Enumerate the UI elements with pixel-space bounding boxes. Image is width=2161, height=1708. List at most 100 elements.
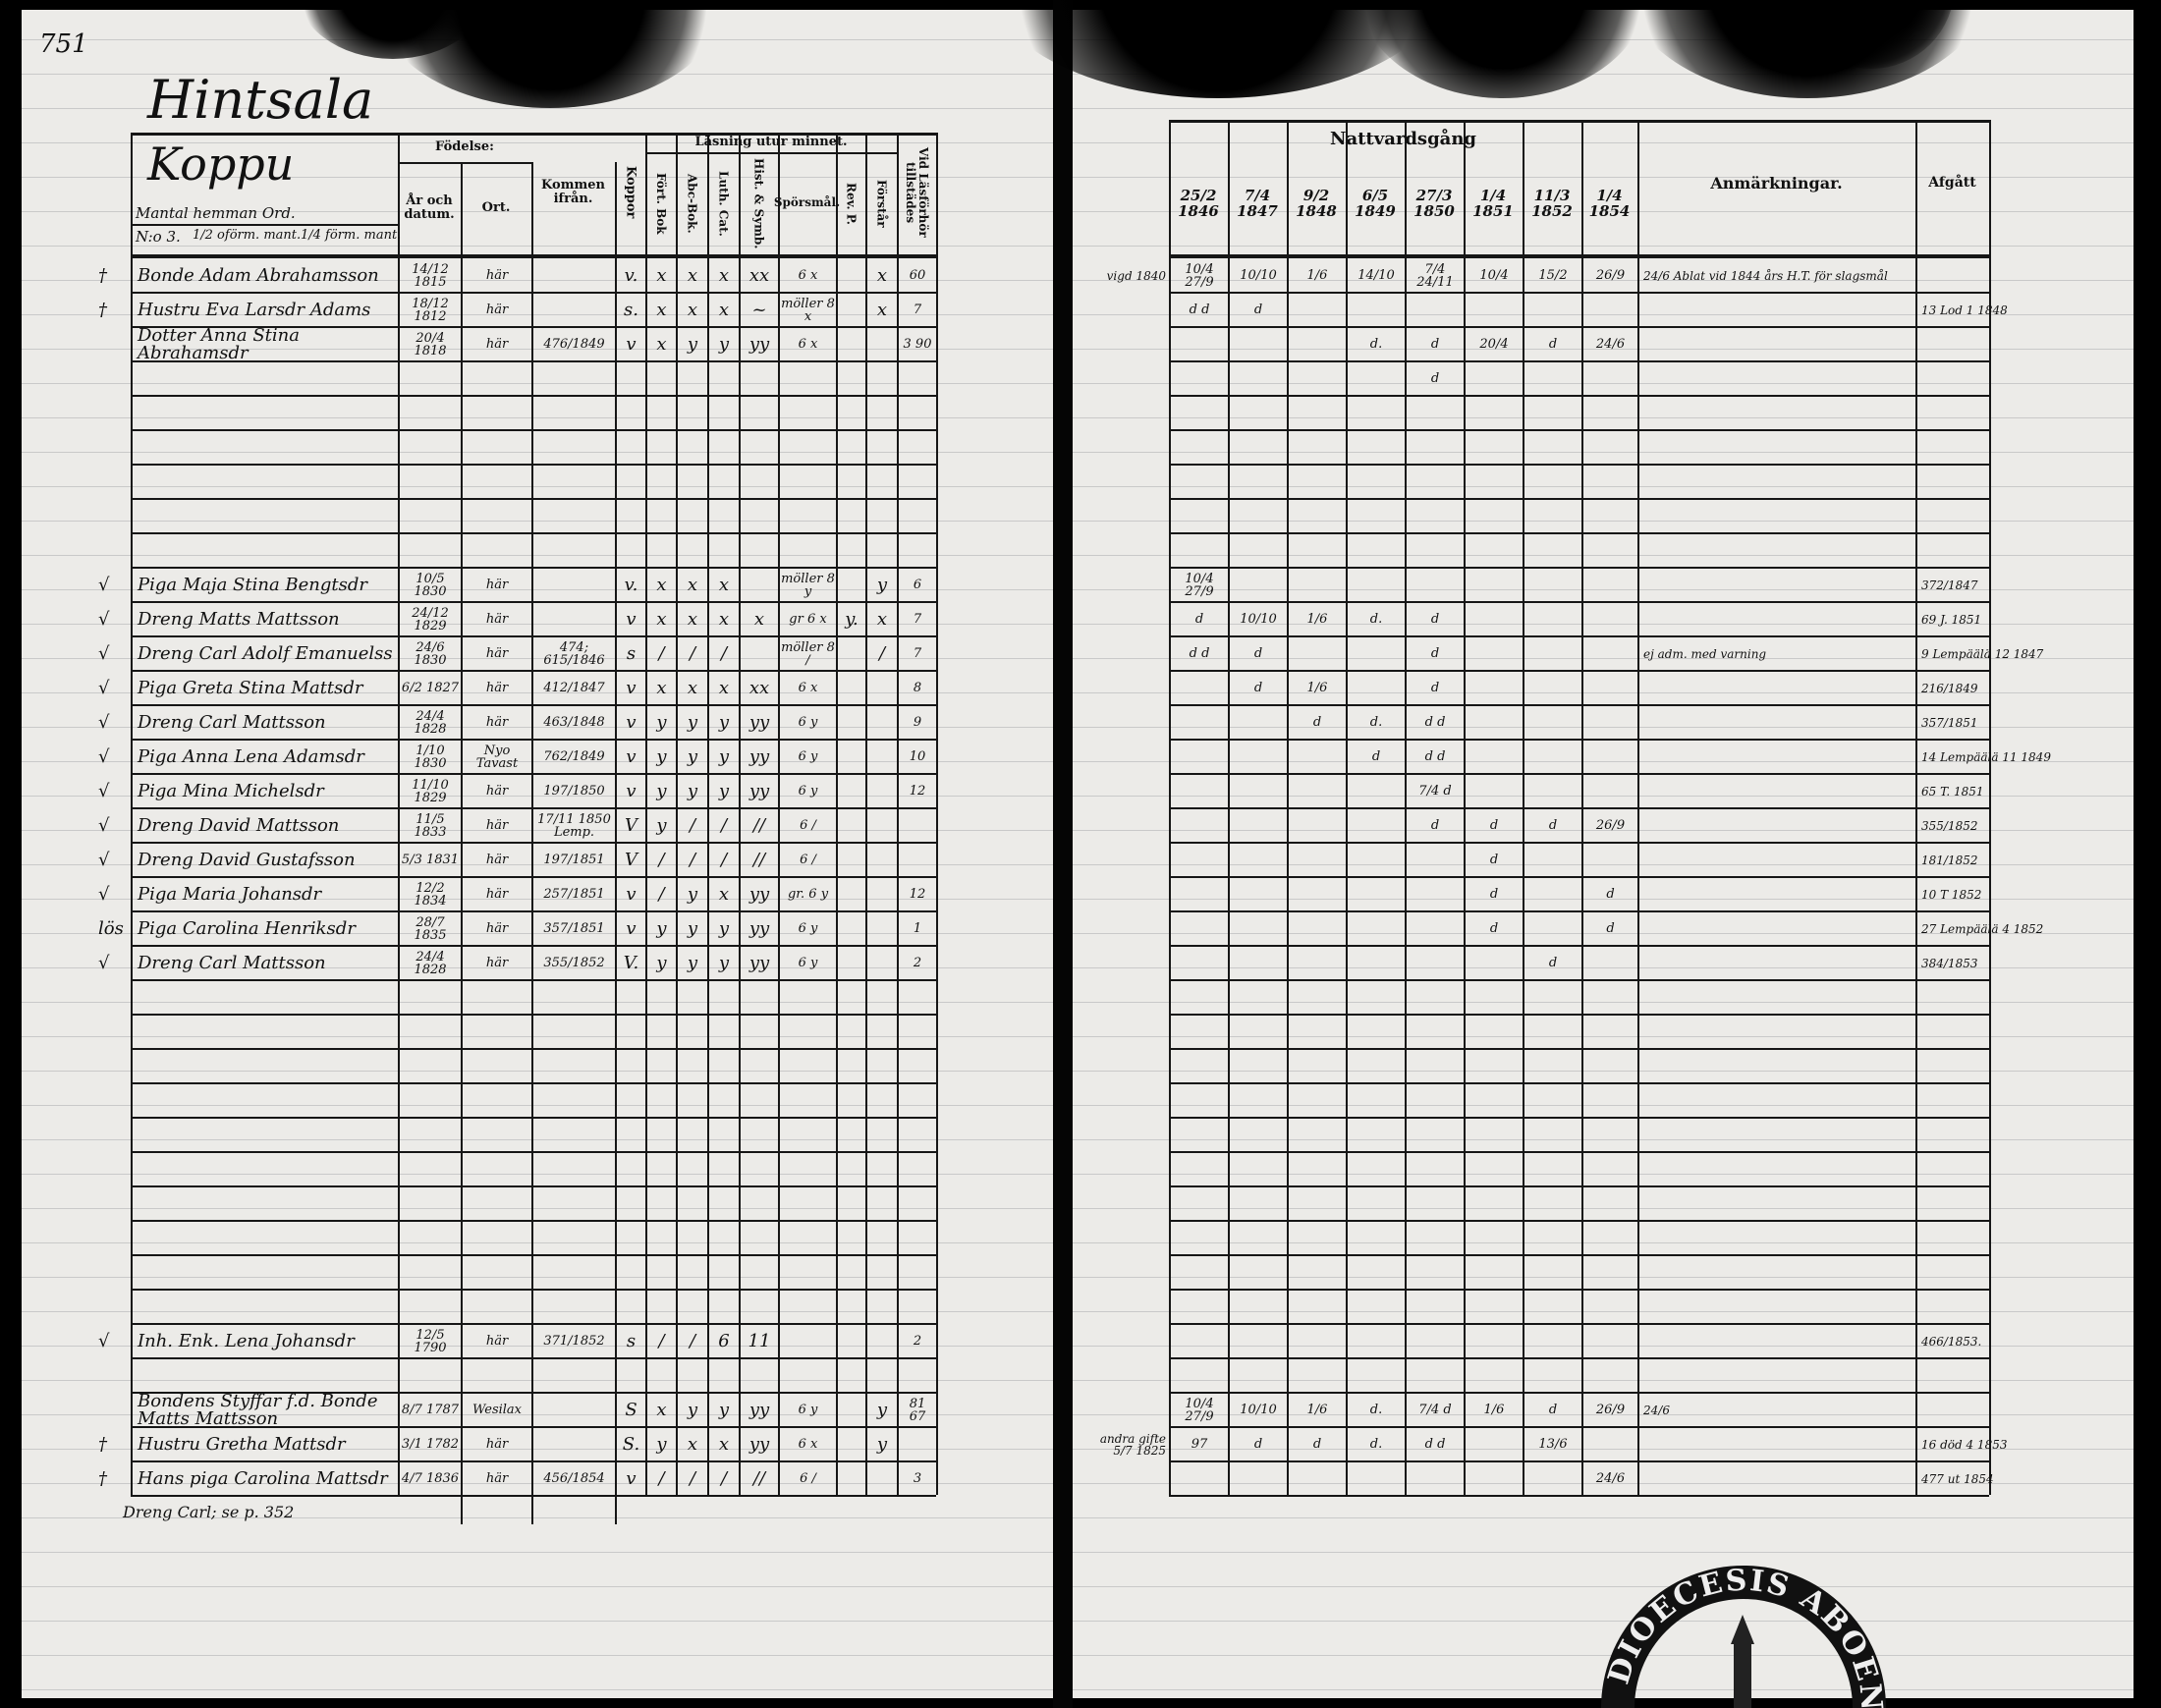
cell-und [867,706,897,739]
cell-pres [899,809,936,842]
cell-rev [838,1462,865,1495]
cell-read-3: yy [748,333,770,355]
cell-quest: 6 x [798,1437,818,1452]
remarks-cell [1639,809,1915,842]
remarks-cell [1639,603,1915,635]
remarks-cell [1639,294,1915,326]
cell-quest: möller 8 y [781,571,835,599]
communion-cell: 26/9 [1595,818,1626,833]
row-line [1169,567,1989,569]
cell-place: här [485,1334,509,1349]
cell-date: 11/10 1829 [412,777,449,805]
ruled-line [1073,1621,2133,1622]
cell-pox: v [626,1467,637,1489]
communion-cell [1289,741,1346,773]
cell-quest: möller 8 / [781,639,835,668]
row-line [131,1495,936,1497]
cell-und: x [876,299,888,320]
ruled-line [1073,830,2133,831]
cell-date: 11/5 1833 [414,811,447,840]
cell-und: x [876,608,888,630]
cell-quest: gr. 6 y [787,887,829,902]
cell-date: 12/2 1834 [414,880,447,909]
cell-read-3: // [752,849,766,870]
cell-rev [838,912,865,945]
cell-rev [838,1325,865,1357]
communion-cell: d d [1424,715,1446,730]
remarks-cell: 24/6 Ablat vid 1844 års H.T. för slagsmå… [1643,268,1888,283]
margin-note [1080,844,1167,876]
departed-cell: 13 Lod 1 1848 [1921,303,2008,317]
communion-cell [1466,672,1523,704]
cell-pox: v [626,780,637,801]
cell-read-1: / [689,1330,696,1351]
ruled-line [22,1242,1053,1243]
person-name: Piga Carolina Henriksdr [138,917,356,939]
person-name: Bondens Styffar f.d. Bonde Matts Mattsso… [138,1394,378,1426]
cell-read-3: yy [748,952,770,973]
row-line [131,1426,936,1428]
cell-read-1: y [687,917,698,939]
cell-pox: v [626,677,637,698]
cell-read-2: y [718,952,730,973]
communion-cell [1348,672,1405,704]
column-line [739,133,741,1495]
communion-cell [1289,1325,1346,1357]
communion-cell: 1/6 [1306,268,1328,283]
cell-pres [899,844,936,876]
cell-came [533,294,615,326]
cell-und: y [876,1433,888,1455]
communion-cell [1289,947,1346,979]
row-line [131,910,936,912]
communion-date-header: 11/3 1852 [1531,186,1573,220]
ruled-line [1073,1311,2133,1312]
communion-cell [1407,844,1464,876]
cell-came [533,1394,615,1426]
communion-cell [1230,878,1287,910]
row-line [1169,670,1989,672]
communion-cell: d. [1369,612,1383,627]
cell-und [867,775,897,807]
cell-date: 28/7 1835 [414,914,447,943]
cell-came: 476/1849 [543,337,605,352]
row-line [131,1082,936,1084]
communion-cell [1289,878,1346,910]
cell-pox: s [626,1330,637,1351]
cell-pres: 7 [913,646,922,661]
communion-cell [1466,637,1523,670]
cell-read-3: yy [748,1399,770,1420]
cell-read-0: y [656,1433,667,1455]
cell-rev: y. [845,608,859,630]
communion-cell: 1/6 [1306,1403,1328,1417]
departed-cell [1917,259,2055,292]
ruled-line [22,349,1053,350]
communion-cell [1230,809,1287,842]
row-line [131,464,936,466]
cell-read-1: / [689,642,696,664]
ruled-line [22,142,1053,143]
person-name: Piga Mina Michelsdr [138,780,324,801]
ruled-line [1073,1174,2133,1175]
communion-cell [1524,844,1581,876]
cell-place: här [485,784,509,799]
cell-date: 3/1 1782 [401,1437,460,1452]
row-line [131,1323,936,1325]
communion-cell [1466,294,1523,326]
ruled-line [1073,864,2133,865]
row-line [1169,326,1989,328]
cell-read-0: x [656,574,667,595]
ruled-line [1073,246,2133,247]
cell-und [867,878,897,910]
margin-note [1080,741,1167,773]
remarks-cell [1639,328,1915,360]
smallpox-header: Koppor [623,166,638,219]
row-line [131,1254,936,1256]
row-line [1169,842,1989,844]
cell-quest: 6 y [798,921,818,936]
cell-pres: 3 90 [903,337,932,352]
margin-note [1080,1394,1167,1426]
header-col-abc: Abc-Bok. [685,173,699,234]
cell-pres: 81 67 [909,1396,926,1424]
ruled-line [1073,1552,2133,1553]
cell-read-3 [741,569,778,601]
